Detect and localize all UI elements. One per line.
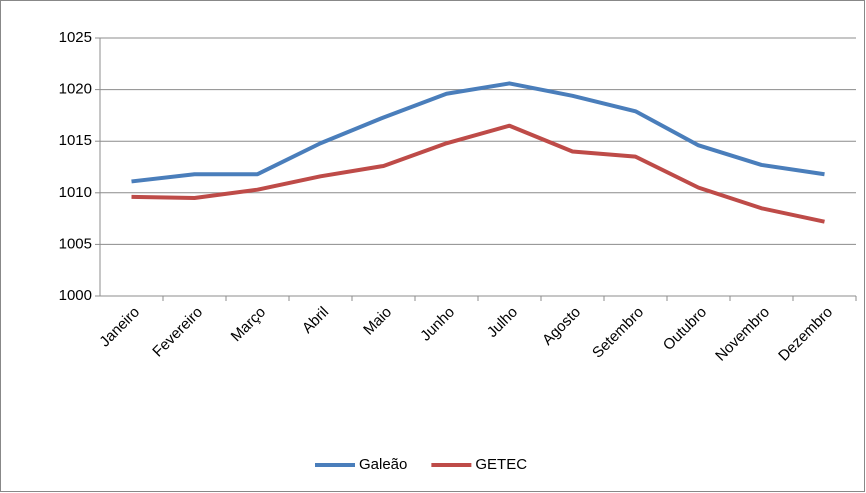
y-tick-label: 1005 xyxy=(59,235,92,252)
legend-label: GETEC xyxy=(475,456,527,473)
y-tick-label: 1020 xyxy=(59,81,92,98)
data-line xyxy=(131,123,825,224)
y-tick-label: 1010 xyxy=(59,184,92,201)
y-tick-label: 1025 xyxy=(59,29,92,46)
y-tick-label: 1000 xyxy=(59,287,92,304)
data-line xyxy=(131,81,825,184)
legend-label: Galeão xyxy=(359,456,407,473)
y-tick-label: 1015 xyxy=(59,132,92,149)
